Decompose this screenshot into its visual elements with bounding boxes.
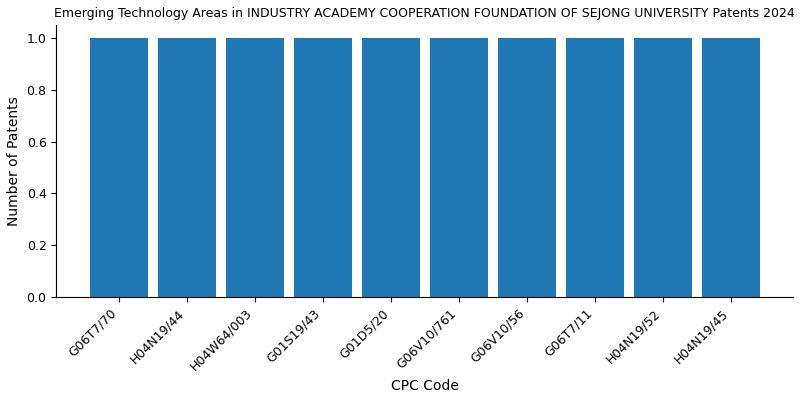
X-axis label: CPC Code: CPC Code [390, 379, 458, 393]
Bar [362, 38, 419, 297]
Bar [634, 38, 691, 297]
Bar [566, 38, 623, 297]
Bar [158, 38, 215, 297]
Bar [90, 38, 147, 297]
Bar [430, 38, 487, 297]
Title: Emerging Technology Areas in INDUSTRY ACADEMY COOPERATION FOUNDATION OF SEJONG U: Emerging Technology Areas in INDUSTRY AC… [54, 7, 795, 20]
Bar [702, 38, 759, 297]
Bar [294, 38, 351, 297]
Y-axis label: Number of Patents: Number of Patents [7, 96, 21, 226]
Bar [226, 38, 283, 297]
Bar [498, 38, 555, 297]
